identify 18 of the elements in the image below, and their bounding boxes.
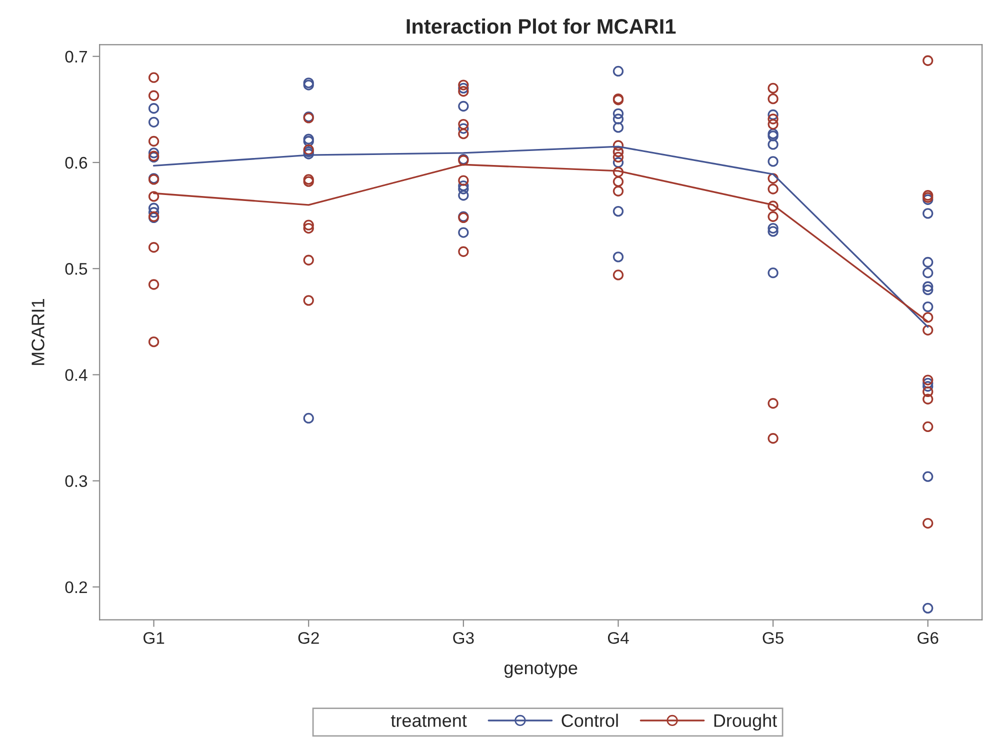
x-tick-label: G1	[144, 632, 164, 644]
y-tick-label: 0.3	[65, 475, 88, 488]
x-tick-label: G4	[608, 632, 629, 644]
x-axis-title: genotype	[504, 662, 578, 678]
x-tick-label: G2	[298, 632, 319, 644]
x-tick-label: G3	[453, 632, 474, 644]
legend-label: Drought	[714, 714, 778, 731]
y-tick-label: 0.6	[65, 156, 88, 169]
y-tick-label: 0.4	[65, 369, 88, 381]
x-tick-label: G5	[762, 632, 784, 644]
y-axis-title: MCARI1	[32, 299, 44, 365]
y-tick-label: 0.2	[65, 581, 87, 594]
legend-title: treatment	[390, 715, 467, 727]
legend-label: Control	[562, 714, 618, 727]
y-tick-label: 0.7	[65, 50, 87, 63]
chart-title: Interaction Plot for MCARI1	[406, 18, 676, 34]
y-tick-label: 0.5	[65, 263, 88, 275]
x-tick-label: G6	[918, 632, 938, 644]
